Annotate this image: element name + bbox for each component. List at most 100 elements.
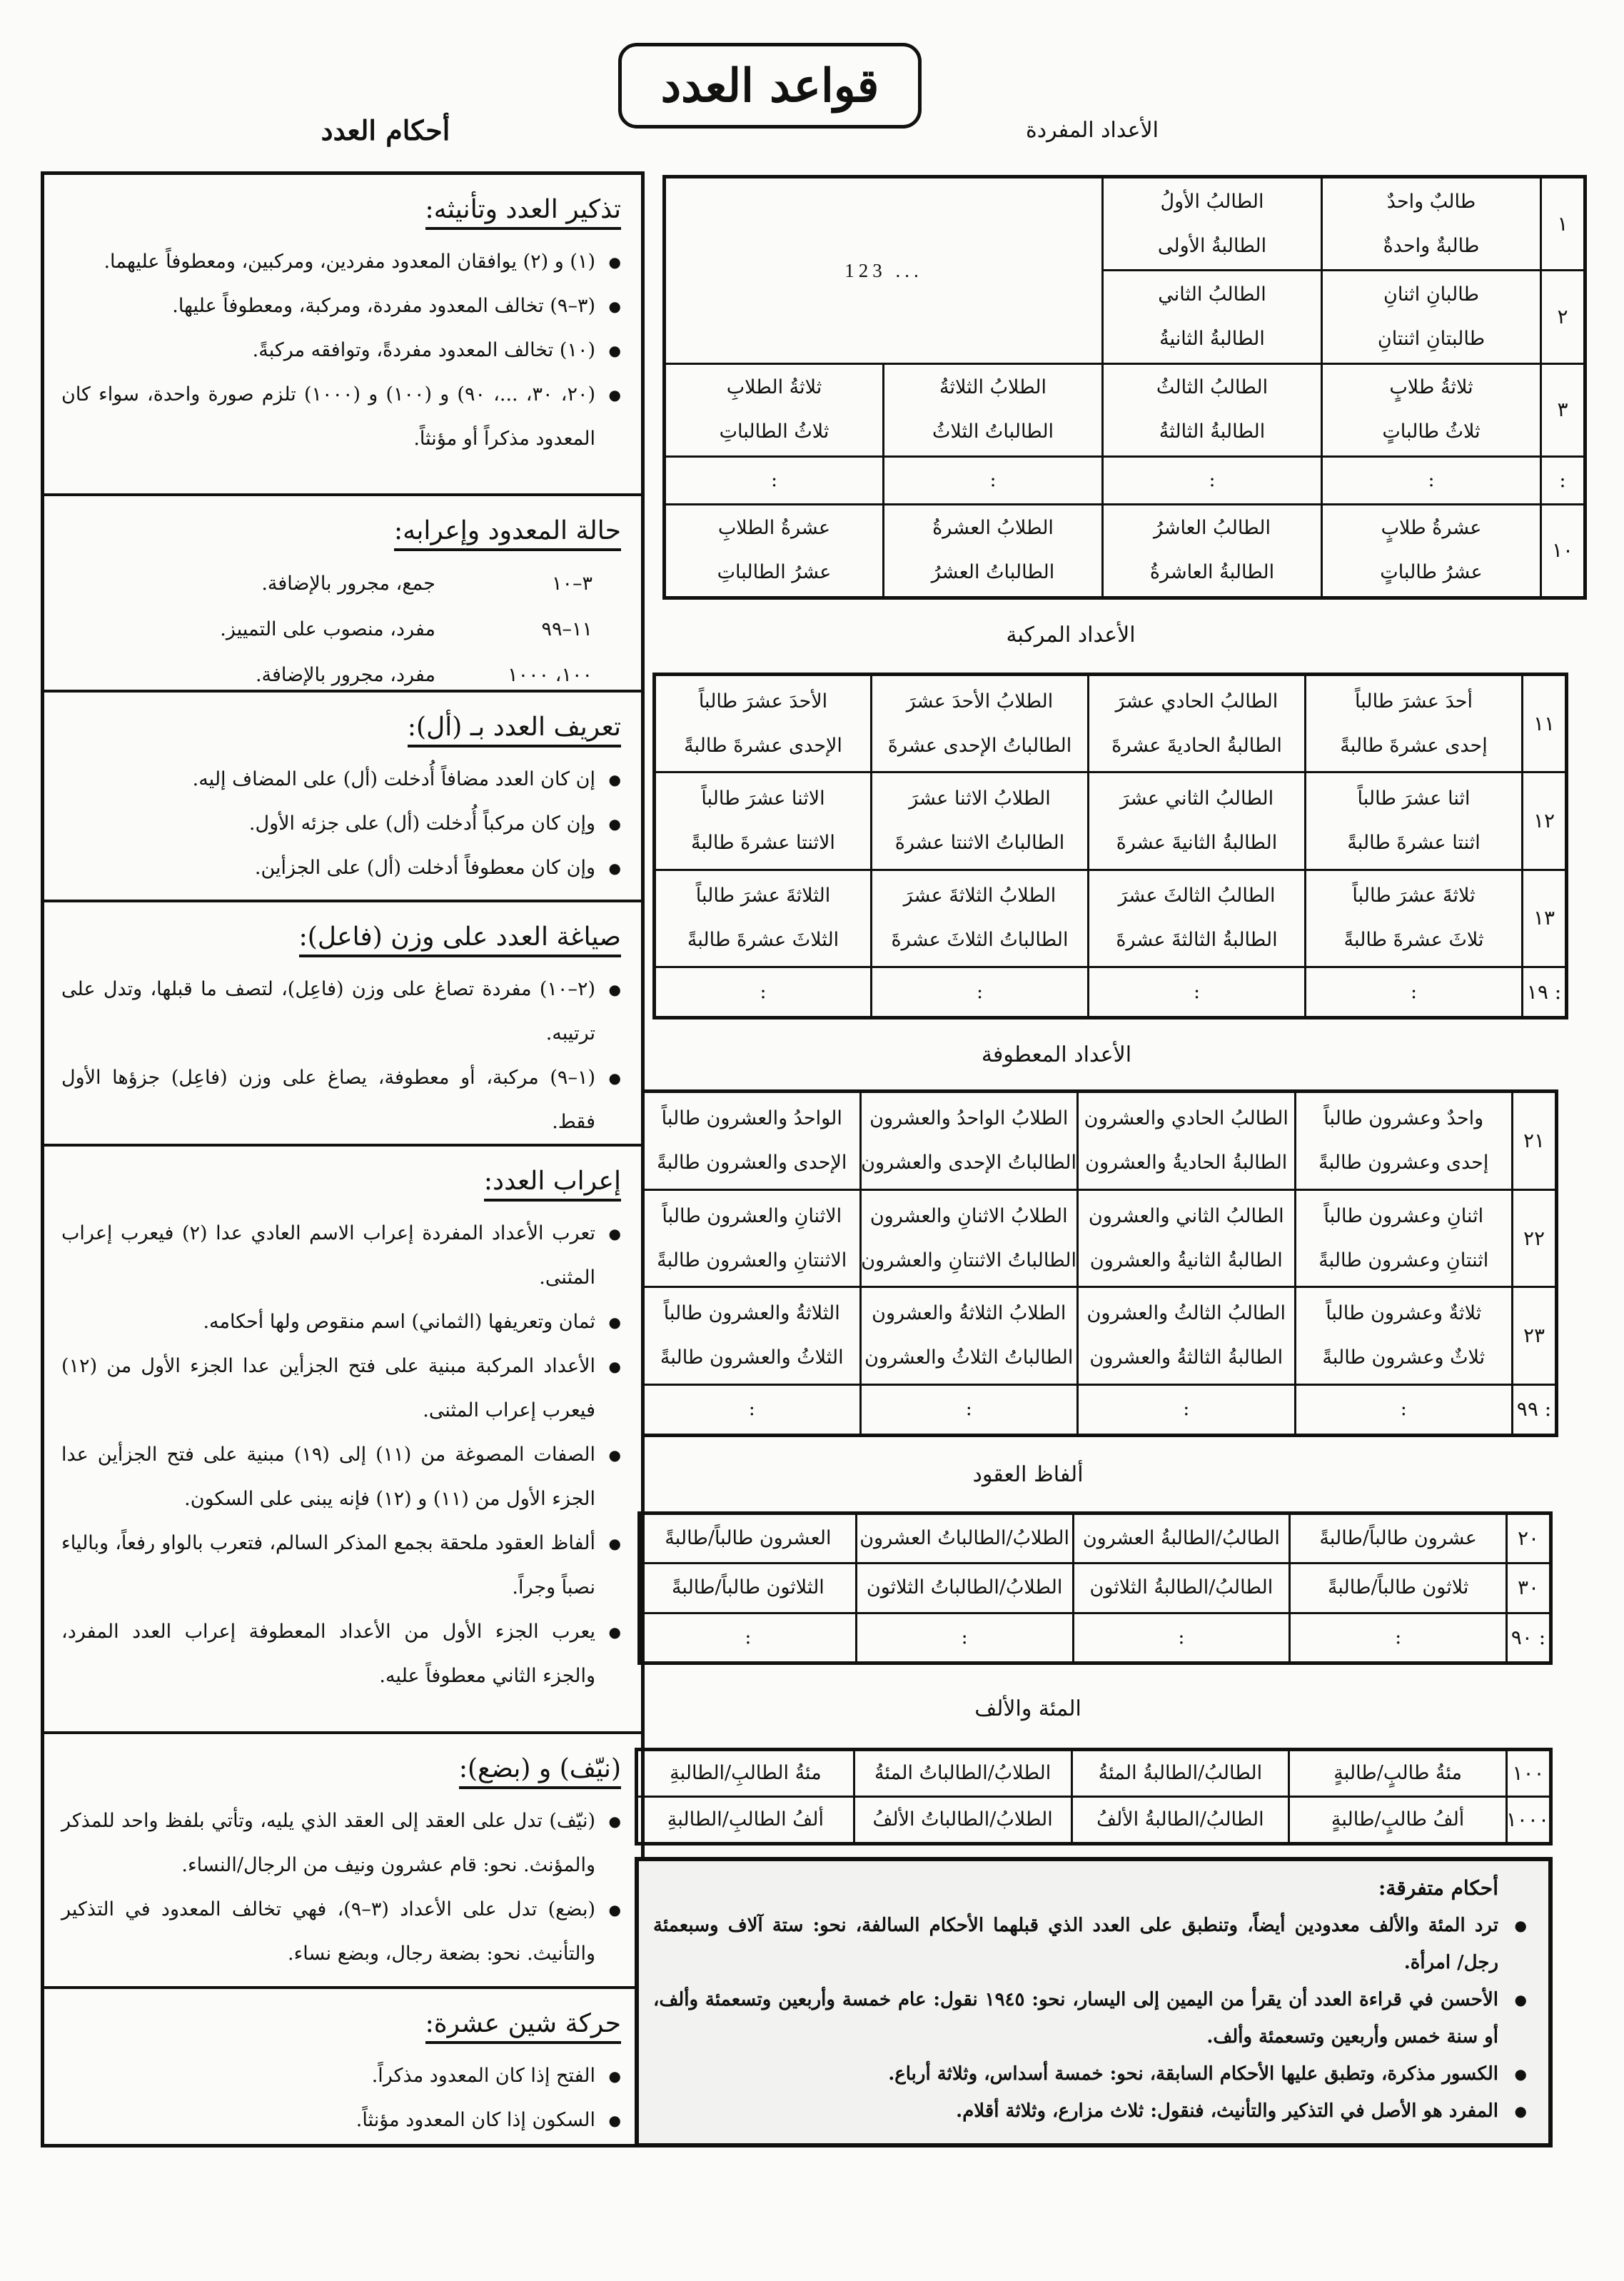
misc-bullet: ترد المئة والألف معدودين أيضاً، وتنطبق ع… [653, 1907, 1527, 1981]
cell-line: : [745, 1626, 752, 1648]
cell-line: الطلابُ الواحدُ والعشرون [869, 1107, 1069, 1129]
cell-line: الاثنانِ والعشرون طالباً [662, 1204, 842, 1227]
rule-bullet: ألفاظ العقود ملحقة بجمع المذكر السالم، ف… [61, 1521, 621, 1610]
table-cell: : [638, 1611, 857, 1665]
row-number: ٢٣ [1511, 1286, 1558, 1386]
cell-line: الطالبةُ الثالثةُ والعشرون [1089, 1346, 1283, 1369]
row-number: : [1540, 455, 1586, 505]
table-cell: ألفُ الطالبِ/الطالبةِ [635, 1796, 855, 1845]
table-cell: الطلابُ الثلاثةُ والعشرون الطالباتُ الثلا… [859, 1286, 1079, 1386]
cell-line: ثلاثُ طالباتٍ [1382, 421, 1481, 443]
table-cell: الطلابُ/الطالباتُ العشرون [854, 1511, 1074, 1565]
row-number: ١٠٠٠ [1506, 1796, 1552, 1845]
table-cell: طالبٌ واحدٌ طالبةٌ واحدةٌ [1321, 175, 1542, 272]
cell-line: : [1395, 1626, 1402, 1648]
cell-line: الواحدُ والعشرون طالباً [661, 1107, 842, 1129]
case-row: ١١–٩٩ مفرد، منصوب على التمييز. [61, 607, 621, 653]
cell-line: الطالبةُ الثانيةُ والعشرون [1089, 1249, 1283, 1272]
cell-line: الطالبُ العاشرُ [1154, 517, 1271, 540]
cell-line: اثنا عشرَ طالباً [1357, 787, 1471, 810]
table-cell: : [1321, 455, 1542, 505]
cell-line: الطالبُ الحادي والعشرون [1084, 1107, 1288, 1129]
table-cell: : [882, 455, 1104, 505]
table-cell: الطالبُ الحادي عشرَ الطالبةُ الحاديةَ عشر… [1087, 673, 1306, 774]
cell-line: طالبتانِ اثنتانِ [1377, 327, 1486, 350]
cell-line: : [961, 1626, 968, 1648]
cell-line: : [1183, 1398, 1190, 1421]
table-cell: : [1071, 1611, 1291, 1665]
row-number: ١٠٠ [1506, 1748, 1552, 1798]
case-range: ١١–٩٩ [541, 618, 592, 640]
rule-bullet: (١٠) تخالف المعدود مفردةً، وتوافقه مركبة… [61, 328, 621, 373]
case-description: جمع، مجرور بالإضافة. [261, 573, 435, 595]
table-cell: ثلاثةُ طلابٍ ثلاثُ طالباتٍ [1321, 362, 1542, 458]
cell-line: الطالباتُ الثلاثَ عشرةَ [891, 929, 1069, 952]
rule-bullet: السكون إذا كان المعدود مؤنثاً. [61, 2098, 621, 2142]
cell-line: الطلابُ/الطالباتُ الثلاثون [866, 1576, 1063, 1599]
cell-line: طالبةٌ واحدةٌ [1383, 234, 1480, 257]
table-cell: الطالبُ/الطالبةُ الألفُ [1070, 1796, 1291, 1845]
cell-line: الطالبةُ الحاديةُ والعشرون [1085, 1151, 1288, 1174]
rule-bullet: يعرب الجزء الأول من الأعداد المعطوفة إعر… [61, 1610, 621, 1698]
table-row: ٢٢ اثنانِ وعشرون طالباً اثنتانِ وعشرون طال… [642, 1188, 1558, 1289]
left-column-heading: أحكام العدد [321, 114, 450, 146]
table-cell: الطالبُ الثاني الطالبةُ الثانيةُ [1101, 269, 1323, 365]
table-cell: ألفُ طالبٍ/طالبةٍ [1288, 1796, 1508, 1845]
cell-line: الطلابُ الأحدَ عشرَ [906, 690, 1054, 713]
table-cell: الطالبُ/الطالبةُ العشرون [1071, 1511, 1291, 1565]
table-cell: : [1293, 1383, 1513, 1437]
cell-line: مئةُ طالبٍ/طالبةٍ [1333, 1762, 1463, 1784]
table-row: : ١٩:::: [653, 966, 1568, 1019]
rule-bullet: وإن كان مركباً أُدخلت (أل) على جزئه الأو… [61, 802, 621, 846]
row-number: ١ [1540, 175, 1586, 272]
table-cell: الطالبُ الثاني والعشرون الطالبةُ الثانيةُ… [1076, 1188, 1296, 1289]
rules-section: تذكير العدد وتأنيثه: (١) و (٢) يوافقان ال… [44, 175, 641, 496]
table-cell: طالبانِ اثنانِ طالبتانِ اثنتانِ [1321, 269, 1542, 365]
numbers-illustration: 123 ... [663, 176, 1104, 365]
row-number: : ١٩ [1521, 966, 1568, 1019]
rule-bullet: الصفات المصوغة من (١١) إلى (١٩) مبنية عل… [61, 1433, 621, 1521]
table-cell: : [1304, 966, 1523, 1019]
cell-line: الطلابُ/الطالباتُ المئةُ [874, 1762, 1051, 1784]
row-number: ١٢ [1521, 771, 1568, 871]
cell-line: عشرةُ الطلابِ [717, 517, 831, 540]
table-cell: ثلاثةُ الطلابِ ثلاثُ الطالباتِ [663, 362, 884, 458]
table-cell: مئةُ طالبٍ/طالبةٍ [1288, 1748, 1508, 1798]
table-row: ٢٣ ثلاثةٌ وعشرون طالباً ثلاثٌ وعشرون طالبة… [642, 1286, 1558, 1386]
section-heading: حالة المعدود وإعرابه: [393, 516, 621, 551]
cell-line: : [976, 980, 984, 1003]
cell-line: الطالبُ الثاني [1158, 283, 1266, 306]
cell-line: : [748, 1398, 755, 1421]
table-row: : ٩٩:::: [642, 1383, 1558, 1437]
cell-line: إحدى وعشرون طالبةً [1318, 1151, 1489, 1174]
table-cell: الثلاثون طالباً/طالبةً [638, 1562, 857, 1614]
cell-line: الطالبةُ العاشرةُ [1149, 561, 1275, 584]
table-row: ١٠٠٠ ألفُ طالبٍ/طالبةٍ الطالبُ/الطالبةُ ال… [635, 1796, 1552, 1845]
decades-table: ٢٠ عشرون طالباً/طالبةً الطالبُ/الطالبةُ ال… [637, 1511, 1553, 1665]
table-row: ::::: [663, 455, 1586, 505]
cell-line: : [1209, 468, 1216, 491]
cell-line: واحدٌ وعشرون طالباً [1323, 1107, 1484, 1129]
cell-line: عشرةُ طلابٍ [1381, 517, 1482, 540]
cell-line: الثلاثُ والعشرون طالبةً [660, 1346, 844, 1369]
single-numbers-heading: الأعداد المفردة [1026, 118, 1159, 143]
rule-bullet: (نيّف) تدل على العقد إلى العقد الذي يليه… [61, 1799, 621, 1888]
table-cell: الطالبُ العاشرُ الطالبةُ العاشرةُ [1101, 503, 1323, 600]
table-cell: عشرون طالباً/طالبةً [1288, 1511, 1508, 1565]
table-cell: الثلاثةُ والعشرون طالباً الثلاثُ والعشرون… [642, 1286, 862, 1386]
cell-line: ثلاثةُ الطلابِ [726, 376, 822, 399]
table-cell: الطلابُ/الطالباتُ الألفُ [852, 1796, 1073, 1845]
cell-line: الطالبةُ الثالثةُ [1159, 421, 1266, 443]
cell-line: الطالباتُ الاثنتانِ والعشرون [861, 1249, 1076, 1272]
rules-section: إعراب العدد: تعرب الأعداد المفردة إعراب ا… [44, 1147, 641, 1734]
cell-line: الثلاثون طالباً/طالبةً [671, 1576, 824, 1599]
table-cell: الأحدَ عشرَ طالباً الإحدى عشرةَ طالبةً [653, 673, 872, 774]
table-row: ٢١ واحدٌ وعشرون طالباً إحدى وعشرون طالبةً ا… [642, 1090, 1558, 1191]
table-cell: : [870, 966, 1089, 1019]
rule-bullet: ثمان وتعريفها (الثماني) اسم منقوص ولها أ… [61, 1300, 621, 1344]
cell-line: : [1193, 980, 1201, 1003]
cell-line: الطالبةُ الثالثةَ عشرةَ [1116, 929, 1278, 952]
cell-line: الثلاثَ عشرةَ طالبةً [687, 929, 839, 952]
cell-line: الطالبةُ الثانيةُ [1159, 327, 1265, 350]
table-row: : ٩٠:::: [638, 1611, 1552, 1665]
